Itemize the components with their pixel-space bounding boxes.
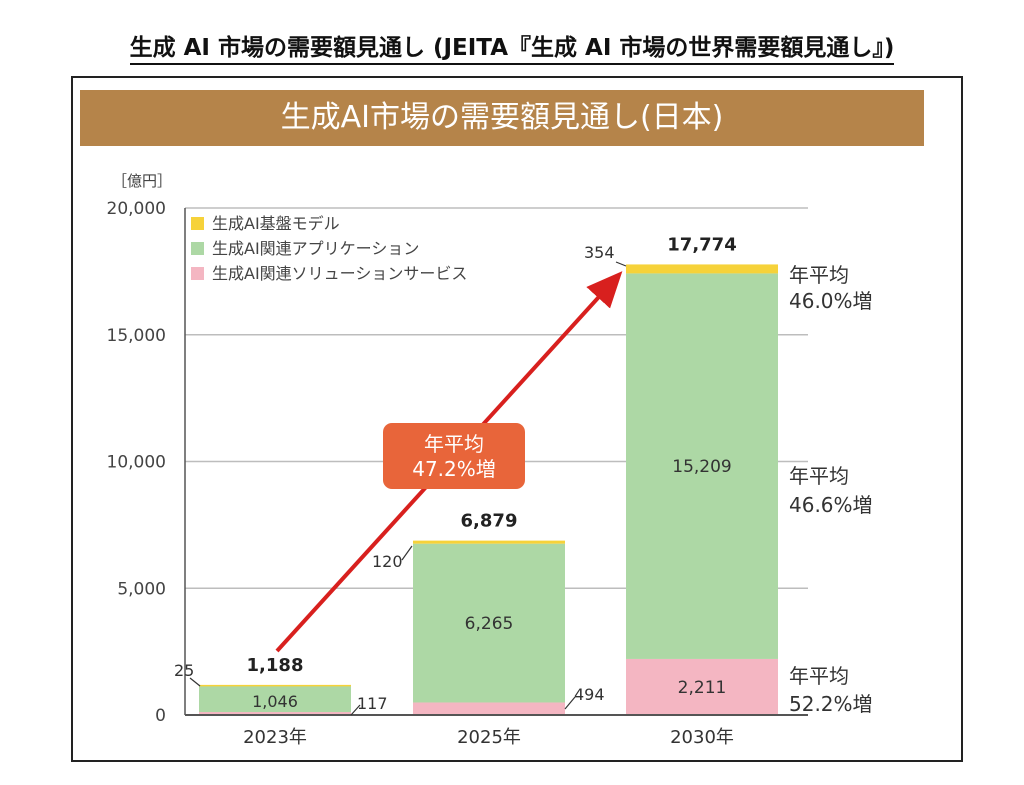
bar-segment-application <box>199 685 351 713</box>
data-label: 2,211 <box>678 678 727 698</box>
legend-swatch <box>191 267 204 280</box>
data-label: 15,209 <box>672 457 731 477</box>
data-label: 25 <box>174 661 194 680</box>
data-label: 1,046 <box>252 692 298 711</box>
legend-swatch <box>191 242 204 255</box>
data-label: 120 <box>372 552 403 571</box>
bar-segment-solution <box>199 712 351 715</box>
y-tick-label: 10,000 <box>107 453 166 473</box>
leader-line <box>401 545 413 561</box>
data-label: 354 <box>584 243 615 262</box>
bar-segment-application <box>413 543 565 703</box>
bar-segment-foundation-model <box>626 264 778 274</box>
series-growth-label: 年平均 <box>789 664 849 688</box>
x-tick-label: 2030年 <box>670 727 734 748</box>
series-growth-label: 年平均 <box>789 464 849 488</box>
data-label: 117 <box>357 694 388 713</box>
growth-callout-box <box>383 423 525 489</box>
legend-label: 生成AI関連アプリケーション <box>212 239 419 258</box>
leader-line <box>564 696 576 710</box>
data-label: 6,265 <box>465 614 514 634</box>
x-tick-label: 2023年 <box>243 727 307 748</box>
growth-callout-label: 年平均 <box>424 432 484 456</box>
bar-segment-solution <box>626 658 778 715</box>
chart-title: 生成AI市場の需要額見通し(日本) <box>80 90 924 146</box>
legend-swatch <box>191 217 204 230</box>
bar-segment-foundation-model <box>413 540 565 544</box>
legend-label: 生成AI基盤モデル <box>212 214 340 233</box>
leader-line <box>615 261 627 267</box>
page-title-text: 生成 AI 市場の需要額見通し (JEITA『生成 AI 市場の世界需要額見通し… <box>129 35 895 65</box>
page-title: 生成 AI 市場の需要額見通し (JEITA『生成 AI 市場の世界需要額見通し… <box>0 28 1024 65</box>
bar-segment-foundation-model <box>199 684 351 687</box>
leader-line <box>350 704 361 716</box>
series-growth-value: 52.2%増 <box>789 692 873 716</box>
bar-segment-solution <box>413 702 565 715</box>
y-tick-label: 0 <box>155 706 166 726</box>
total-label: 1,188 <box>247 655 304 676</box>
series-growth-value: 46.0%増 <box>789 289 873 313</box>
bar-segment-application <box>626 273 778 659</box>
legend-label: 生成AI関連ソリューションサービス <box>212 264 467 283</box>
y-tick-label: 15,000 <box>107 326 166 346</box>
growth-callout-value: 47.2%増 <box>412 457 496 481</box>
total-label: 17,774 <box>667 234 736 255</box>
x-tick-label: 2025年 <box>457 727 521 748</box>
y-tick-label: 20,000 <box>107 199 166 219</box>
leader-line <box>189 677 201 687</box>
series-growth-label: 年平均 <box>789 263 849 287</box>
series-growth-value: 46.6%増 <box>789 493 873 517</box>
data-label: 494 <box>574 685 605 704</box>
y-tick-label: 5,000 <box>117 579 166 599</box>
total-label: 6,879 <box>461 511 518 532</box>
unit-label: ［億円］ <box>112 172 172 190</box>
